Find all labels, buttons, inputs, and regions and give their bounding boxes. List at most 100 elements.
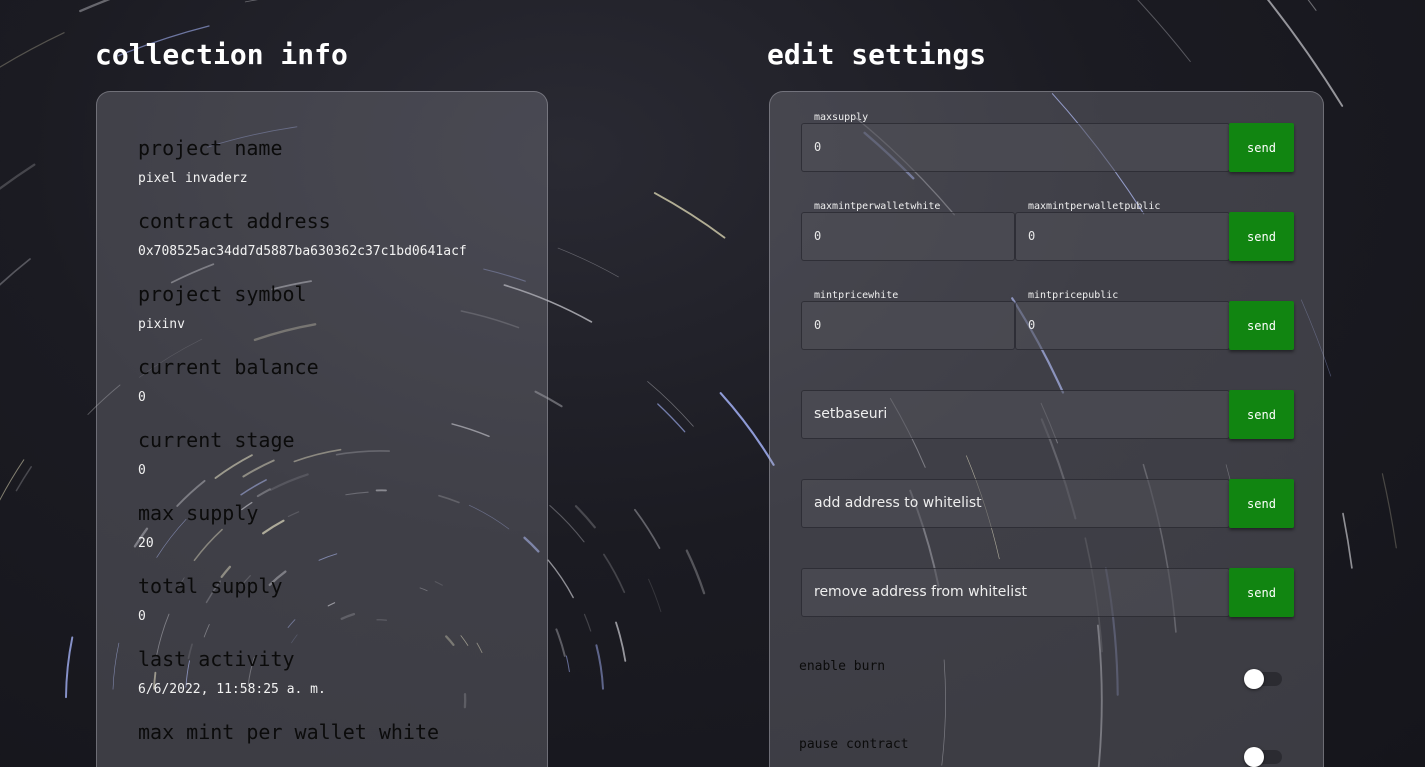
- star-trail: [460, 310, 520, 329]
- mintpricepublic-input[interactable]: mintpricepublic 0: [1015, 290, 1230, 350]
- setbaseuri-placeholder: setbaseuri: [814, 406, 888, 422]
- maxsupply-input[interactable]: maxsupply 0: [801, 112, 1230, 172]
- info-item-last-activity: last activity 6/6/2022, 11:58:25 a. m.: [138, 646, 538, 719]
- remove-whitelist-input[interactable]: remove address from whitelist: [801, 568, 1230, 617]
- info-item-max-supply: max supply 20: [138, 500, 538, 573]
- toggle-thumb: [1244, 747, 1264, 767]
- maxsupply-value: 0: [814, 140, 822, 154]
- star-trail: [133, 527, 149, 548]
- star-trail: [419, 587, 428, 592]
- info-value: 6/6/2022, 11:58:25 a. m.: [138, 682, 326, 697]
- star-trail: [327, 602, 336, 607]
- star-trail: [205, 580, 222, 604]
- maxmintperwalletpublic-label: maxmintperwalletpublic: [1028, 201, 1161, 212]
- star-trail: [583, 613, 592, 632]
- star-trail: [719, 392, 775, 466]
- star-trail: [476, 642, 483, 654]
- mintpricewhite-input[interactable]: mintpricewhite 0: [801, 290, 1015, 350]
- star-trail: [269, 473, 309, 491]
- collection-info-title: collection info: [95, 38, 348, 71]
- maxmintperwalletwhite-value: 0: [814, 229, 822, 243]
- info-label: max mint per wallet white: [138, 720, 440, 744]
- star-trail: [15, 466, 32, 492]
- star-trail: [648, 578, 662, 613]
- info-value: [138, 751, 538, 754]
- star-trail: [483, 268, 526, 282]
- maxmintperwalletpublic-input[interactable]: maxmintperwalletpublic 0: [1015, 201, 1230, 261]
- info-item-total-supply: total supply 0: [138, 573, 538, 646]
- star-trail: [335, 450, 390, 456]
- star-trail: [318, 553, 338, 561]
- pause-contract-toggle[interactable]: [1244, 745, 1282, 767]
- maxmintperwalletwhite-label: maxmintperwalletwhite: [814, 201, 941, 212]
- star-trail: [240, 479, 267, 496]
- edit-settings-panel: maxsupply 0 send maxmintperwalletwhite 0…: [769, 91, 1324, 767]
- star-trail: [460, 635, 469, 646]
- info-label: max supply: [138, 501, 259, 525]
- star-trail: [634, 508, 661, 549]
- star-trail: [247, 656, 255, 686]
- send-mintprice-button[interactable]: send: [1229, 301, 1294, 350]
- info-value: pixinv: [138, 317, 185, 332]
- star-trail: [112, 642, 120, 690]
- star-trail: [203, 623, 210, 638]
- star-trail: [287, 511, 300, 518]
- star-trail: [242, 459, 275, 478]
- star-trail: [291, 634, 298, 644]
- info-value: 0: [138, 609, 146, 624]
- enable-burn-label: enable burn: [799, 659, 886, 674]
- add-whitelist-input[interactable]: add address to whitelist: [801, 479, 1230, 528]
- mintpricepublic-label: mintpricepublic: [1028, 290, 1119, 301]
- send-remove-whitelist-button[interactable]: send: [1229, 568, 1294, 617]
- info-value: 20: [138, 536, 154, 551]
- send-add-whitelist-button[interactable]: send: [1229, 479, 1294, 528]
- info-value: 0: [138, 390, 146, 405]
- info-item-project-name: project name pixel invaderz: [138, 135, 538, 208]
- send-maxmintperwallet-button[interactable]: send: [1229, 212, 1294, 261]
- star-trail: [657, 403, 686, 433]
- star-trail: [185, 660, 190, 688]
- star-trail: [187, 643, 193, 660]
- info-value: 0: [138, 463, 146, 478]
- star-trail: [1342, 512, 1353, 569]
- maxsupply-label: maxsupply: [814, 112, 869, 123]
- star-trail: [117, 25, 210, 57]
- star-trail: [345, 491, 369, 496]
- maxsupply-row: maxsupply 0 send: [801, 112, 1294, 173]
- star-trail: [1142, 463, 1177, 633]
- star-trail: [574, 505, 596, 529]
- star-trail: [941, 659, 946, 766]
- send-maxsupply-button[interactable]: send: [1229, 123, 1294, 172]
- setbaseuri-row: setbaseuri send: [801, 390, 1294, 440]
- setbaseuri-input[interactable]: setbaseuri: [801, 390, 1230, 439]
- send-setbaseuri-button[interactable]: send: [1229, 390, 1294, 439]
- star-trail: [293, 448, 342, 463]
- star-trail: [0, 32, 65, 68]
- collection-info-panel: project name pixel invaderz contract add…: [96, 91, 548, 767]
- maxmintperwallet-row: maxmintperwalletwhite 0 maxmintperwallet…: [801, 201, 1294, 262]
- star-trail: [1096, 624, 1103, 767]
- star-trail: [156, 613, 170, 656]
- maxmintperwalletpublic-value: 0: [1028, 229, 1036, 243]
- star-trail: [549, 505, 585, 543]
- info-label: project name: [138, 136, 283, 160]
- edit-settings-title: edit settings: [767, 38, 987, 71]
- info-label: contract address: [138, 209, 331, 233]
- remove-whitelist-row: remove address from whitelist send: [801, 568, 1294, 618]
- star-trail: [214, 454, 253, 479]
- info-label: project symbol: [138, 282, 307, 306]
- star-trail: [244, 0, 259, 3]
- collection-info-list: project name pixel invaderz contract add…: [138, 135, 538, 767]
- enable-burn-toggle[interactable]: [1244, 667, 1282, 689]
- star-trail: [268, 570, 287, 587]
- star-trail: [653, 192, 726, 239]
- info-label: current balance: [138, 355, 319, 379]
- info-label: total supply: [138, 574, 283, 598]
- info-item-current-stage: current stage 0: [138, 427, 538, 500]
- star-trail: [647, 381, 694, 427]
- star-trail: [256, 488, 271, 498]
- mintpricewhite-value: 0: [814, 318, 822, 332]
- star-trail: [615, 621, 627, 662]
- maxmintperwalletwhite-input[interactable]: maxmintperwalletwhite 0: [801, 201, 1015, 261]
- star-trail: [503, 284, 593, 323]
